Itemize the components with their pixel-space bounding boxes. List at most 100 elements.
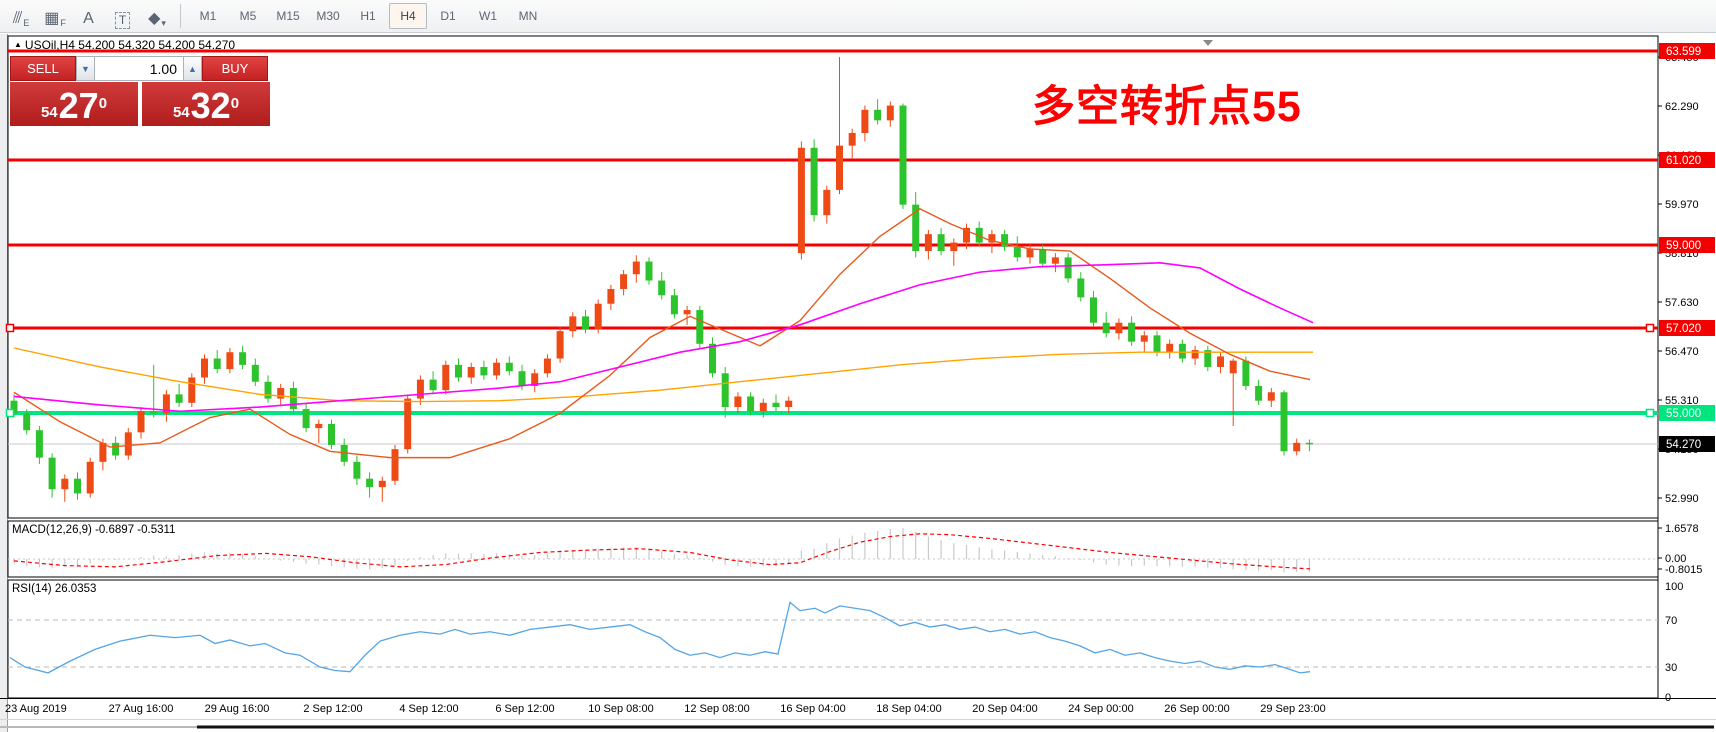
macd-tick-label: -0.8015 bbox=[1665, 564, 1702, 576]
candle-body bbox=[378, 480, 386, 488]
date-label: 6 Sep 12:00 bbox=[495, 703, 554, 715]
candle-body bbox=[124, 432, 132, 456]
timeframe-m1-button[interactable]: M1 bbox=[199, 9, 217, 23]
candle-body bbox=[1001, 234, 1009, 247]
chart-symbol-header: ▲ USOil,H4 54.200 54.320 54.200 54.270 bbox=[14, 38, 235, 52]
line-handle[interactable] bbox=[5, 323, 15, 333]
fibonacci-tool-icon[interactable]: ▦ F bbox=[44, 10, 66, 28]
one-click-trade-panel: SELL ▼ ▲ BUY 54 27 0 54 32 0 bbox=[10, 56, 270, 126]
candle-body bbox=[594, 303, 602, 330]
candle-body bbox=[328, 423, 335, 445]
candle-body bbox=[23, 413, 31, 431]
candle-body bbox=[1280, 392, 1288, 452]
candle-body bbox=[874, 109, 882, 121]
sell-price-pips: 27 bbox=[58, 85, 99, 126]
date-label: 23 Aug 2019 bbox=[5, 703, 67, 715]
candle-body bbox=[48, 457, 56, 490]
price-badge-label: 59.000 bbox=[1666, 240, 1701, 252]
sell-price-display[interactable]: 54 27 0 bbox=[10, 82, 138, 126]
y-tick-label: 57.630 bbox=[1665, 297, 1699, 309]
volume-decrease-button[interactable]: ▼ bbox=[76, 56, 95, 81]
date-label: 2 Sep 12:00 bbox=[303, 703, 362, 715]
candle-body bbox=[861, 109, 869, 133]
timeframe-d1-button[interactable]: D1 bbox=[440, 9, 456, 23]
price-axis-column[interactable] bbox=[1658, 36, 1714, 698]
rsi-label: RSI(14) 26.0353 bbox=[12, 583, 96, 595]
candle-body bbox=[1178, 343, 1186, 359]
text-label-tool-icon[interactable]: A bbox=[83, 10, 94, 27]
line-handle[interactable] bbox=[1645, 408, 1655, 418]
price-badge-label: 61.020 bbox=[1666, 155, 1701, 167]
y-tick-label: 62.290 bbox=[1665, 101, 1699, 113]
expand-panel-icon[interactable]: ▲ bbox=[14, 40, 22, 49]
candle-body bbox=[569, 316, 577, 332]
candle-body bbox=[175, 394, 183, 403]
candle-body bbox=[1102, 322, 1110, 334]
candle-body bbox=[1077, 278, 1085, 298]
chart-canvas[interactable]: 63.45062.29061.13059.97058.81057.63056.4… bbox=[0, 34, 1716, 732]
candle-body bbox=[162, 394, 170, 414]
arrows-tool-icon[interactable]: ◆ ▾ bbox=[148, 10, 166, 28]
chart-shift-marker-icon[interactable] bbox=[1203, 40, 1213, 46]
candle-body bbox=[505, 362, 513, 372]
macd-panel[interactable] bbox=[7, 520, 1659, 578]
chart-text-annotation[interactable]: 多空转折点55 bbox=[1032, 83, 1302, 131]
candle-body bbox=[963, 227, 970, 243]
candle-body bbox=[1039, 248, 1047, 264]
candle-body bbox=[518, 371, 526, 386]
buy-button[interactable]: BUY bbox=[202, 56, 268, 81]
moving-average-ma_fast bbox=[13, 208, 1311, 459]
candle-body bbox=[810, 147, 818, 216]
macd-tick-label: 0.00 bbox=[1665, 553, 1686, 565]
candle-body bbox=[61, 478, 69, 490]
line-handle[interactable] bbox=[5, 408, 15, 418]
timeframe-w1-button[interactable]: W1 bbox=[479, 9, 497, 23]
candle-body bbox=[99, 442, 107, 462]
candle-body bbox=[442, 364, 450, 391]
candle-body bbox=[937, 234, 945, 252]
date-label: 29 Sep 23:00 bbox=[1260, 703, 1325, 715]
main-plot-area[interactable] bbox=[7, 35, 1659, 519]
candle-body bbox=[772, 402, 780, 408]
rsi-panel[interactable] bbox=[7, 579, 1659, 699]
candle-body bbox=[226, 352, 234, 370]
macd-signal-line bbox=[13, 533, 1311, 570]
date-label: 4 Sep 12:00 bbox=[399, 703, 458, 715]
buy-price-display[interactable]: 54 32 0 bbox=[142, 82, 270, 126]
candle-body bbox=[188, 377, 196, 403]
candle-body bbox=[251, 364, 259, 382]
sell-button[interactable]: SELL bbox=[10, 56, 76, 81]
candle-body bbox=[620, 274, 628, 289]
candle-body bbox=[1191, 350, 1199, 359]
draw-lines-tool-icon[interactable]: ⫻ E bbox=[12, 10, 30, 28]
candle-body bbox=[912, 204, 920, 252]
candle-body bbox=[467, 366, 475, 378]
timeframe-m15-button[interactable]: M15 bbox=[276, 9, 300, 23]
line-handle[interactable] bbox=[1645, 323, 1655, 333]
timeframe-m5-button[interactable]: M5 bbox=[239, 9, 257, 23]
price-badge bbox=[1659, 43, 1715, 59]
candle-body bbox=[531, 373, 539, 386]
macd-label: MACD(12,26,9) -0.6897 -0.5311 bbox=[12, 524, 175, 536]
date-label: 20 Sep 04:00 bbox=[972, 703, 1037, 715]
candle-body bbox=[1090, 297, 1097, 323]
text-box-tool-icon[interactable]: T bbox=[108, 3, 138, 29]
rsi-tick-label: 30 bbox=[1665, 662, 1677, 674]
candle-body bbox=[683, 310, 691, 315]
candle-body bbox=[1242, 360, 1250, 386]
price-badge bbox=[1659, 436, 1715, 452]
volume-input[interactable] bbox=[95, 56, 183, 81]
candle-body bbox=[823, 189, 831, 216]
y-tick-label: 56.470 bbox=[1665, 346, 1699, 358]
candle-body bbox=[1229, 360, 1237, 374]
candle-body bbox=[721, 373, 729, 408]
timeframe-h1-button[interactable]: H1 bbox=[360, 9, 376, 23]
timeframe-m30-button[interactable]: M30 bbox=[316, 9, 340, 23]
candle-body bbox=[950, 242, 958, 252]
volume-increase-button[interactable]: ▲ bbox=[183, 56, 202, 81]
candle-body bbox=[797, 147, 805, 254]
candle-body bbox=[455, 364, 462, 378]
timeframe-h4-button[interactable]: H4 bbox=[389, 3, 427, 29]
timeframe-mn-button[interactable]: MN bbox=[518, 9, 538, 23]
